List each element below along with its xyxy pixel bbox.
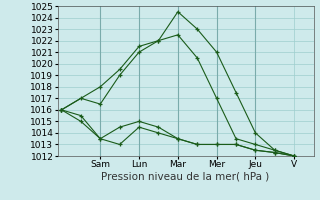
- X-axis label: Pression niveau de la mer( hPa ): Pression niveau de la mer( hPa ): [101, 172, 270, 182]
